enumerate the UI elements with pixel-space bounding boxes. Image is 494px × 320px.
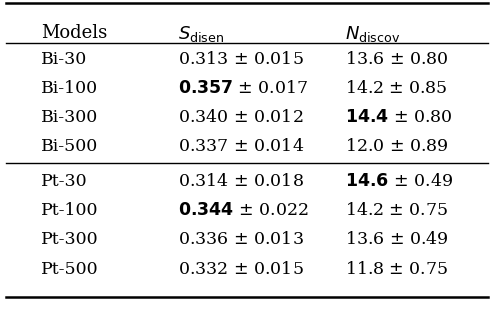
Text: 13.6 $\pm$ 0.49: 13.6 $\pm$ 0.49 [345, 231, 449, 248]
Text: 14.2 $\pm$ 0.75: 14.2 $\pm$ 0.75 [345, 202, 449, 219]
Text: 13.6 $\pm$ 0.80: 13.6 $\pm$ 0.80 [345, 51, 449, 68]
Text: $S_{\mathrm{disen}}$: $S_{\mathrm{disen}}$ [178, 24, 224, 44]
Text: Bi-500: Bi-500 [41, 138, 98, 155]
Text: 0.314 $\pm$ 0.018: 0.314 $\pm$ 0.018 [178, 173, 304, 190]
Text: 11.8 $\pm$ 0.75: 11.8 $\pm$ 0.75 [345, 260, 448, 277]
Text: 0.337 $\pm$ 0.014: 0.337 $\pm$ 0.014 [178, 138, 304, 155]
Text: 0.340 $\pm$ 0.012: 0.340 $\pm$ 0.012 [178, 109, 304, 126]
Text: Models: Models [41, 24, 107, 42]
Text: Bi-30: Bi-30 [41, 51, 87, 68]
Text: Pt-500: Pt-500 [41, 260, 98, 277]
Text: $\mathbf{0.344}$ $\pm$ 0.022: $\mathbf{0.344}$ $\pm$ 0.022 [178, 202, 309, 219]
Text: 14.2 $\pm$ 0.85: 14.2 $\pm$ 0.85 [345, 80, 448, 97]
Text: Bi-300: Bi-300 [41, 109, 98, 126]
Text: $N_{\mathrm{discov}}$: $N_{\mathrm{discov}}$ [345, 24, 401, 44]
Text: Pt-300: Pt-300 [41, 231, 98, 248]
Text: 12.0 $\pm$ 0.89: 12.0 $\pm$ 0.89 [345, 138, 449, 155]
Text: Pt-100: Pt-100 [41, 202, 98, 219]
Text: Bi-100: Bi-100 [41, 80, 98, 97]
Text: 0.336 $\pm$ 0.013: 0.336 $\pm$ 0.013 [178, 231, 304, 248]
Text: $\mathbf{14.6}$ $\pm$ 0.49: $\mathbf{14.6}$ $\pm$ 0.49 [345, 173, 453, 190]
Text: 0.332 $\pm$ 0.015: 0.332 $\pm$ 0.015 [178, 260, 304, 277]
Text: 0.313 $\pm$ 0.015: 0.313 $\pm$ 0.015 [178, 51, 304, 68]
Text: Pt-30: Pt-30 [41, 173, 87, 190]
Text: $\mathbf{0.357}$ $\pm$ 0.017: $\mathbf{0.357}$ $\pm$ 0.017 [178, 80, 309, 97]
Text: $\mathbf{14.4}$ $\pm$ 0.80: $\mathbf{14.4}$ $\pm$ 0.80 [345, 109, 453, 126]
